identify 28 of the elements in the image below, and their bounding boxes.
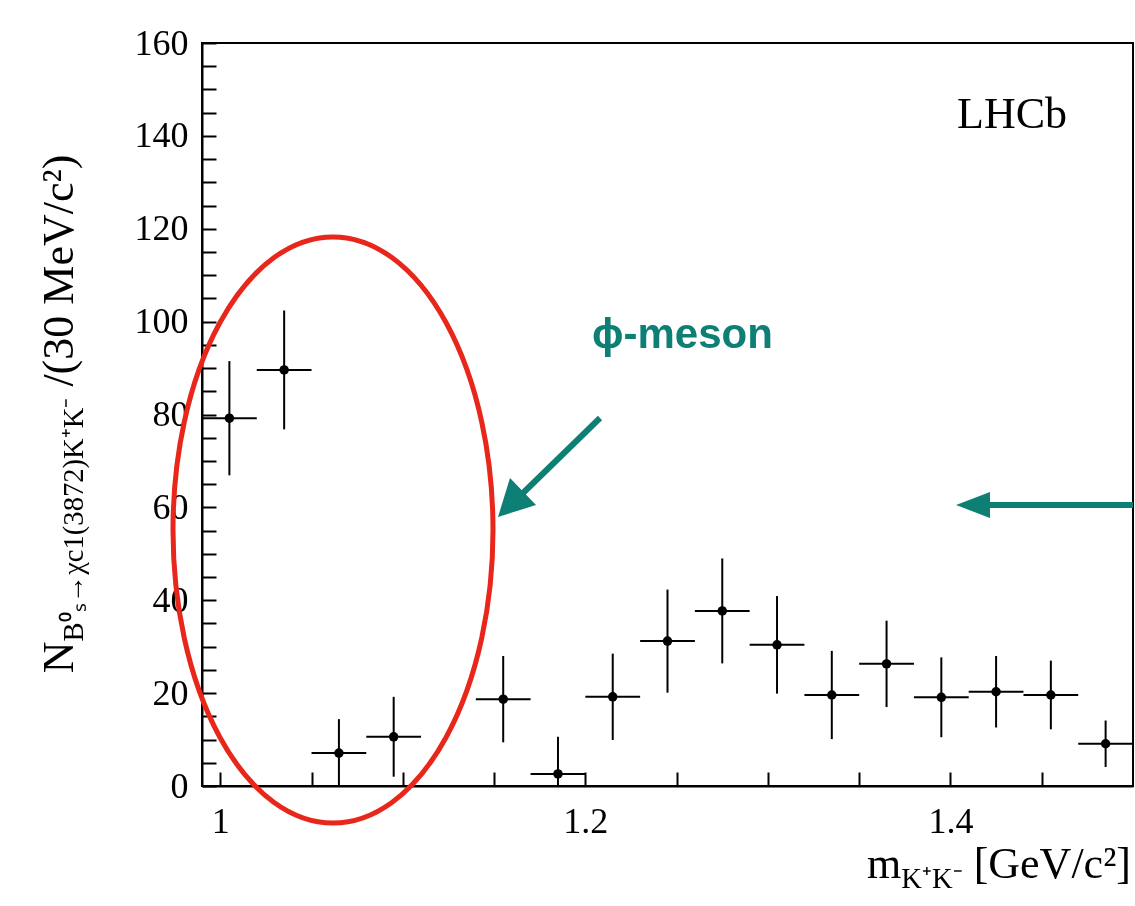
point: [388, 732, 399, 742]
y-tick-label: 140: [134, 115, 189, 156]
point: [607, 692, 618, 702]
y-tick-label: 100: [134, 301, 189, 342]
point: [279, 365, 289, 375]
point: [772, 640, 782, 650]
point: [334, 748, 344, 758]
x-axis-title: m$_{K⁺K⁻}$ [GeV/c²]: [867, 839, 1131, 894]
point: [827, 690, 837, 700]
point: [662, 636, 673, 646]
point: [224, 413, 235, 423]
point: [881, 659, 892, 669]
y-tick-label: 120: [134, 208, 189, 249]
point: [991, 687, 1001, 697]
annotation: LHCb: [957, 88, 1067, 139]
x-tick-label: 1: [211, 800, 230, 841]
point: [553, 769, 563, 779]
point: [1100, 739, 1111, 749]
y-tick-label: 20: [152, 672, 189, 713]
x-tick-label: 1.4: [928, 800, 974, 841]
annotation: ϕ-meson: [592, 310, 773, 358]
point: [936, 692, 947, 703]
point: [1046, 690, 1056, 700]
y-tick-label: 160: [134, 22, 189, 63]
y-tick-label: 0: [170, 765, 189, 806]
x-tick-label: 1.2: [563, 800, 609, 841]
point: [498, 694, 508, 704]
point: [717, 606, 728, 616]
